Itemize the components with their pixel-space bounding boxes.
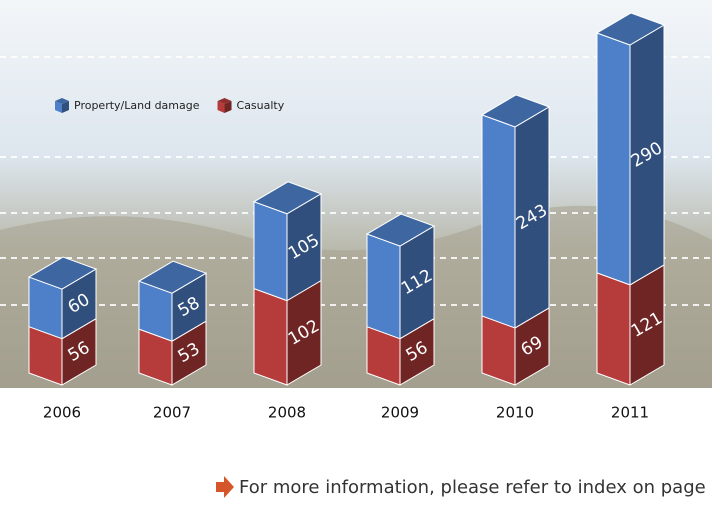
bar-left-face [596,272,631,386]
bar-top-face [480,94,551,128]
bar-segment [27,256,98,340]
legend-icon [224,101,232,113]
bar-segment [366,317,435,386]
legend-icon [62,101,69,113]
bar-left-face [366,233,401,340]
bar-segment [480,94,551,329]
bar-top-face [137,260,208,294]
decor-lines [0,56,712,306]
legend-icon [55,101,62,113]
legend-label: Casualty [237,99,285,112]
bar-left-face [481,114,516,329]
bar-segment [252,181,323,302]
legend-label: Property/Land damage [74,99,200,112]
bar-segment [596,264,665,386]
bar-left-face [253,287,288,386]
bar-top-face [27,256,98,290]
plot: 2006566020075358200810210520095611220106… [27,12,666,422]
arrow-icon [216,476,234,498]
bar-top-face [595,12,666,46]
bar-top-face [252,181,323,215]
x-tick-label: 2010 [496,404,534,422]
bar-left-face [596,32,631,286]
x-tick-label: 2011 [611,404,649,422]
bar-segment [365,213,436,340]
x-tick-label: 2006 [43,404,81,422]
bar-left-face [253,201,288,302]
x-tick-label: 2008 [268,404,306,422]
x-tick-label: 2007 [153,404,191,422]
bar-segment [595,12,666,286]
bar-segment [481,307,550,386]
footnote: For more information, please refer to in… [239,477,712,498]
legend-icon [217,101,225,113]
bar-top-face [365,213,436,247]
bar-segment [137,260,208,343]
legend: Property/Land damage Casualty [55,98,285,113]
x-tick-label: 2009 [381,404,419,422]
legend-icon [55,98,69,104]
bar-segment [253,279,322,386]
legend-icon [217,98,232,104]
